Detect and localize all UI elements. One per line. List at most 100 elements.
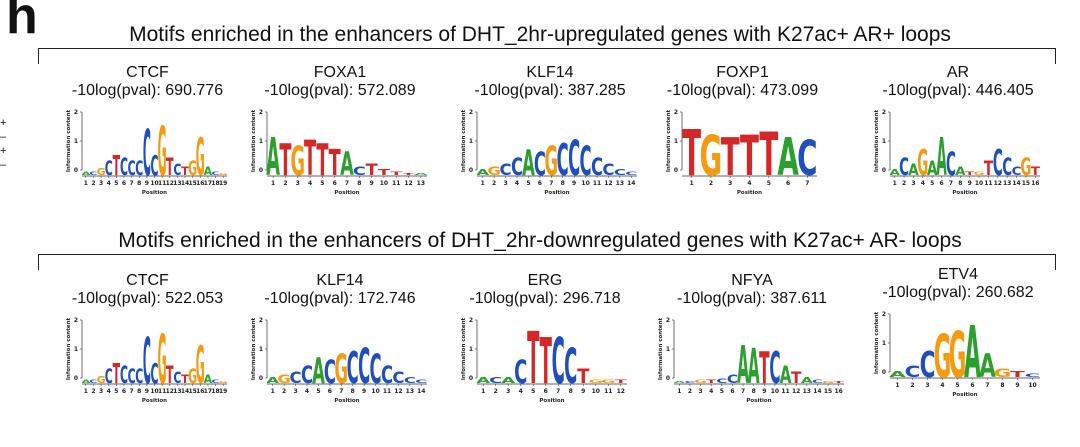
x-tick-label: 6 [970, 382, 974, 389]
x-tick-label: 8 [561, 180, 565, 187]
logo-letter-t: T [540, 326, 552, 399]
x-tick-label: 5 [316, 388, 320, 395]
x-tick-label: 13 [406, 388, 414, 395]
y-axis-label: Information content [251, 110, 257, 173]
motif-foxa1-panel: FOXA1 -10log(pval): 572.089 2 1 0 Information… [245, 64, 435, 210]
motif-ctcf-panel: CTCF -10log(pval): 522.053 2 1 0 Information … [60, 272, 235, 418]
x-tick-label: 7 [556, 388, 560, 395]
logo-letter-c: C [797, 132, 817, 187]
x-tick-label: 12 [604, 180, 612, 187]
x-tick-label: 3 [296, 180, 300, 187]
logo-letter-c: C [1012, 165, 1022, 179]
x-tick-label: 16 [196, 388, 204, 395]
logo-letter-g: G [277, 373, 291, 386]
logo-letter-c: C [684, 381, 695, 384]
motif-klf14-panel: KLF14 -10log(pval): 387.285 2 1 0 Information… [455, 64, 645, 210]
y-axis-label: Information content [251, 318, 257, 381]
x-tick-label: 5 [955, 382, 959, 389]
motif-klf14-panel: KLF14 -10log(pval): 172.746 2 1 0 Information… [245, 272, 435, 418]
y-tick-label: 2 [469, 109, 473, 116]
logo-letter-c: C [212, 379, 220, 384]
logo-letter-t: T [378, 168, 391, 177]
logo-letter-c: C [128, 364, 136, 388]
logo-letter-a: A [673, 381, 686, 384]
x-tick-label: 13 [803, 388, 811, 395]
logo-letter-a: A [908, 161, 919, 179]
x-tick-label: 18 [211, 388, 219, 395]
logo-letter-c: C [89, 171, 97, 177]
x-axis-label: Position [952, 392, 977, 398]
logo-letter-t: T [166, 362, 174, 389]
x-tick-label: 1 [893, 180, 897, 187]
x-tick-label: 3 [506, 388, 510, 395]
y-axis-label: Information content [658, 318, 664, 381]
logo-letter-g: G [188, 156, 197, 180]
logo-letter-g: G [588, 380, 603, 385]
y-tick-label: 1 [74, 138, 78, 145]
y-tick-label: 2 [74, 109, 78, 116]
y-tick-label: 2 [882, 311, 886, 318]
x-tick-label: 3 [99, 388, 103, 395]
logo-letter-c: C [89, 379, 97, 385]
x-tick-label: 1 [481, 180, 485, 187]
x-tick-label: 6 [730, 388, 734, 395]
x-tick-label: 1 [271, 180, 275, 187]
x-tick-label: 8 [958, 180, 962, 187]
motif-name: AR [946, 64, 970, 81]
x-tick-label: 10 [371, 388, 379, 395]
x-tick-label: 15 [824, 388, 832, 395]
x-tick-label: 12 [994, 180, 1002, 187]
y-tick-label: 2 [259, 317, 263, 324]
logo-letter-t: T [366, 160, 379, 179]
logo-letter-a: A [312, 350, 325, 392]
x-tick-label: 11 [158, 388, 166, 395]
x-tick-label: 11 [392, 180, 400, 187]
x-tick-label: 5 [114, 180, 118, 187]
y-tick-label: 1 [259, 346, 263, 353]
x-tick-label: 7 [549, 180, 553, 187]
x-tick-label: 9 [145, 180, 149, 187]
logo-letter-a: A [414, 172, 428, 175]
y-tick-label: 0 [674, 167, 678, 174]
x-tick-label: 9 [572, 180, 576, 187]
motif-name: FOXP1 [716, 64, 769, 81]
logo-letter-c: C [557, 134, 569, 186]
logo-letter-c: C [602, 160, 614, 179]
logo-letter-c: C [135, 364, 143, 388]
side-mark: – [0, 131, 7, 143]
logo-letter-c: C [1002, 153, 1012, 181]
logo-letter-c: C [290, 368, 302, 387]
x-tick-label: 11 [383, 388, 391, 395]
logo-letter-c: C [173, 161, 181, 180]
y-tick-label: 2 [666, 317, 670, 324]
x-tick-label: 17 [204, 180, 212, 187]
logo-letter-c: C [301, 361, 313, 389]
x-tick-label: 9 [968, 180, 972, 187]
logo-letter-g: G [700, 124, 723, 189]
logo-letter-a: A [936, 127, 947, 187]
logo-letter-t: T [759, 343, 770, 394]
x-tick-label: 13 [173, 388, 181, 395]
motif-name: CTCF [126, 64, 169, 81]
y-tick-label: 0 [259, 375, 263, 382]
logo-letter-a: A [780, 360, 792, 389]
logo-letter-a: A [501, 376, 515, 385]
logo-letter-t: T [615, 380, 627, 385]
logo-letter-c: C [120, 154, 128, 181]
x-tick-label: 16 [1031, 180, 1039, 187]
logo-letter-g: G [188, 364, 197, 388]
x-axis-label: Position [334, 398, 359, 404]
x-axis-label: Position [142, 190, 167, 196]
x-tick-label: 17 [204, 388, 212, 395]
logo-letter-c: C [514, 355, 527, 392]
logo-letter-a: A [340, 147, 354, 184]
logo-letter-a: A [964, 312, 981, 395]
x-axis-label: Position [737, 190, 762, 196]
x-tick-label: 5 [767, 180, 771, 187]
side-marks: + – + – [0, 116, 14, 172]
logo-letter-c: C [347, 342, 359, 394]
logo-letter-c: C [580, 140, 592, 186]
y-tick-label: 2 [469, 317, 473, 324]
